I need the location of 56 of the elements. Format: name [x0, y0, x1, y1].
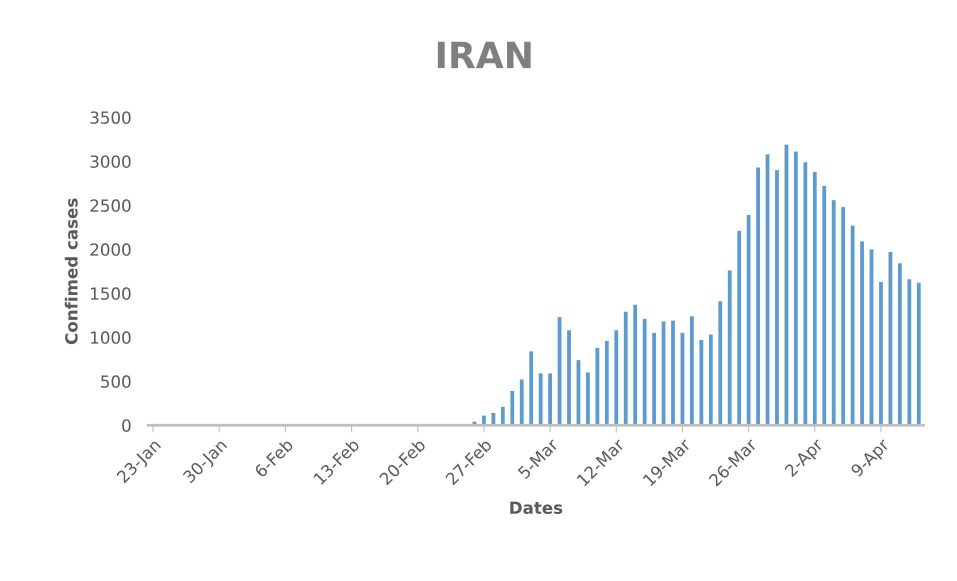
bar	[520, 380, 524, 426]
bar	[766, 154, 770, 426]
bar	[567, 330, 571, 426]
y-tick-label: 500	[101, 375, 131, 388]
bar	[491, 412, 496, 426]
bar	[718, 301, 722, 426]
bar	[652, 332, 656, 426]
bar	[538, 373, 543, 426]
bar	[737, 230, 742, 426]
bar	[832, 200, 836, 426]
bar	[614, 330, 618, 426]
bar	[529, 351, 534, 426]
bar	[841, 207, 846, 426]
bar	[558, 317, 562, 426]
y-tick-label: 2000	[90, 243, 131, 256]
chart-title: IRAN	[438, 42, 531, 68]
x-axis-title: Dates	[510, 502, 562, 514]
bar	[898, 263, 902, 426]
bar	[888, 252, 892, 426]
bar	[870, 249, 874, 426]
bar	[671, 320, 675, 426]
bar	[775, 170, 779, 426]
bar	[633, 304, 638, 426]
bar	[662, 321, 666, 426]
bar	[708, 334, 713, 426]
bar	[746, 215, 751, 426]
bar	[624, 312, 628, 426]
bar	[812, 172, 817, 426]
bar	[642, 318, 647, 426]
bar	[699, 340, 704, 426]
bar	[916, 282, 921, 426]
bar	[756, 168, 760, 426]
bar	[586, 372, 590, 426]
y-tick-label: 3000	[90, 155, 131, 168]
bar	[879, 282, 883, 426]
bar	[548, 373, 552, 426]
bar	[576, 360, 580, 426]
bar	[803, 162, 808, 426]
bar	[482, 416, 486, 426]
y-tick-label: 1000	[91, 331, 131, 344]
bar	[860, 241, 864, 426]
bar	[794, 152, 798, 426]
bar	[690, 316, 694, 426]
bar	[595, 348, 600, 426]
bar	[728, 270, 732, 426]
y-tick-label: 1500	[91, 287, 131, 300]
y-tick-label: 2500	[90, 199, 131, 212]
y-tick-label: 3500	[90, 111, 131, 124]
bar	[680, 332, 684, 426]
y-tick-label: 0	[122, 419, 131, 432]
bar	[850, 226, 854, 426]
bar	[907, 279, 912, 426]
y-axis-title: Confimed cases	[64, 198, 78, 344]
bar	[604, 340, 609, 426]
bar	[784, 144, 788, 426]
bar	[822, 186, 826, 426]
